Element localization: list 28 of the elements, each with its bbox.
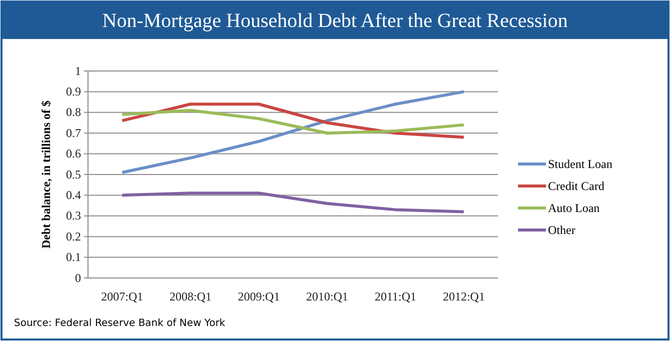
y-tick-label: 0 (75, 270, 81, 285)
line-series (120, 108, 466, 135)
x-tick-label: 2007:Q1 (101, 290, 144, 304)
x-tick-label: 2008:Q1 (170, 290, 212, 304)
y-tick-label: 0.9 (66, 84, 81, 99)
legend-label: Credit Card (548, 179, 604, 193)
chart-title: Non-Mortgage Household Debt After the Great Recession (102, 10, 568, 32)
y-axis-title: Debt balance, in trillions of $ (39, 100, 53, 249)
y-tick-label: 0.7 (66, 126, 81, 140)
y-tick-label: 0.3 (66, 208, 81, 223)
x-tick-label: 2011:Q1 (374, 290, 416, 304)
legend-label: Other (548, 223, 576, 237)
x-tick-label: 2010:Q1 (306, 290, 348, 304)
line-series (120, 192, 466, 214)
source-note: Source: Federal Reserve Bank of New York (14, 318, 226, 329)
y-tick-label: 0.1 (66, 250, 81, 264)
x-tick-label: 2009:Q1 (238, 290, 280, 304)
legend-label: Auto Loan (548, 201, 600, 215)
legend-label: Student Loan (548, 157, 612, 171)
y-tick-label: 0.8 (66, 105, 81, 120)
y-tick-label: 0.6 (66, 146, 81, 161)
line-series (120, 90, 466, 174)
y-tick-label: 0.4 (66, 188, 81, 202)
line-series (120, 102, 466, 139)
y-tick-label: 0.2 (66, 229, 81, 244)
y-tick-label: 1 (75, 64, 81, 78)
x-tick-label: 2012:Q1 (442, 290, 485, 304)
y-tick-label: 0.5 (66, 167, 81, 182)
